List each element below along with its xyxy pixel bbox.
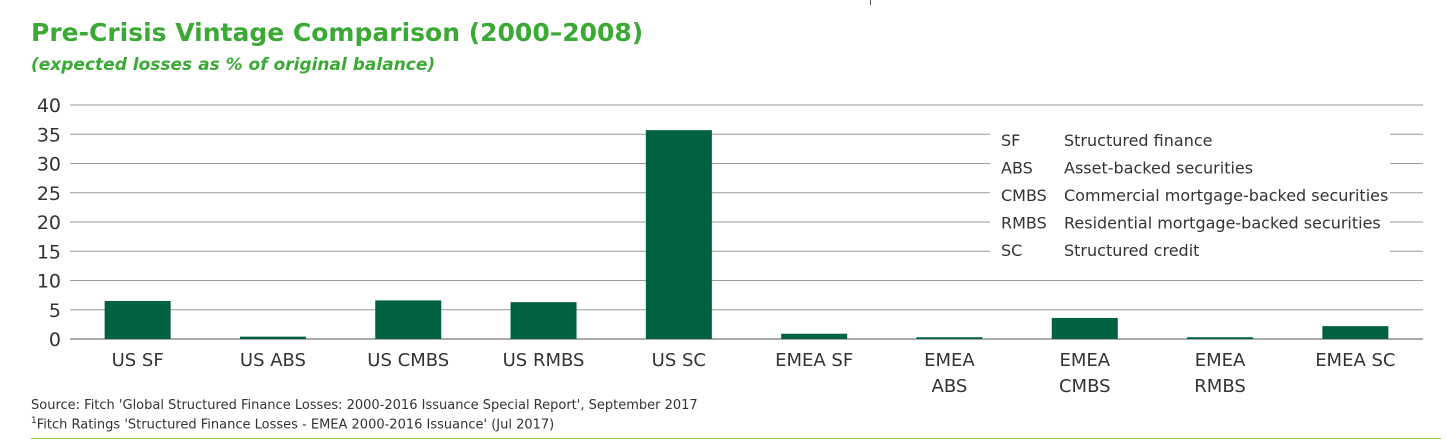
legend-abbreviation: SF [1001,131,1020,150]
bar [1322,326,1389,339]
legend-abbreviation: SC [1001,241,1022,260]
y-tick-label: 35 [37,124,61,146]
bar [781,333,848,339]
legend-description: Structured finance [1064,131,1212,150]
legend-abbreviation: RMBS [1001,214,1047,233]
x-category-label: EMEA [1059,350,1110,371]
x-category-label: CMBS [1059,376,1111,397]
x-category-label: EMEA [1195,350,1246,371]
x-category-label: US RMBS [503,350,585,371]
bar [1051,317,1118,339]
axis-labels: 0 5 10 15 20 25 30 35 40 US SF US ABS US CMBS US RMB… [37,95,1396,397]
legend: SF Structured finance ABS Asset-backed secu… [990,124,1390,266]
bar [104,300,171,339]
legend-background [990,124,1390,266]
bottom-rule [31,438,1441,439]
y-tick-label: 25 [37,183,61,205]
y-tick-label: 30 [37,154,61,176]
bar [645,130,712,339]
x-category-label: EMEA [924,350,975,371]
bars [104,130,1389,339]
x-category-label: US ABS [240,350,306,371]
legend-description: Asset-backed securities [1064,159,1253,178]
x-category-label: US SF [112,350,164,371]
bar [375,300,442,339]
chart-subtitle: (expected losses as % of original balanc… [31,55,436,75]
x-category-label: US SC [652,350,706,371]
x-category-label: US CMBS [367,350,449,371]
y-tick-label: 10 [37,271,61,293]
footnote: 1Fitch Ratings 'Structured Finance Losse… [31,416,554,432]
x-category-label: EMEA SC [1315,350,1395,371]
legend-description: Commercial mortgage-backed securities [1064,186,1388,205]
legend-description: Structured credit [1064,241,1199,260]
footnote-marker: 1 [31,416,37,426]
bar [239,336,306,339]
bar [510,302,577,339]
y-tick-label: 15 [37,241,61,263]
y-tick-label: 20 [37,212,61,234]
bar [916,337,983,339]
y-tick-label: 40 [37,95,61,117]
top-edge-mark [870,0,871,5]
legend-description: Residential mortgage-backed securities [1064,214,1381,233]
legend-abbreviation: CMBS [1001,186,1047,205]
footnote-text: Fitch Ratings 'Structured Finance Losses… [36,417,555,433]
y-tick-label: 0 [49,329,61,351]
legend-abbreviation: ABS [1001,159,1033,178]
x-category-label: ABS [932,376,968,397]
source-note: Source: Fitch 'Global Structured Finance… [31,398,698,413]
x-category-label: RMBS [1194,376,1246,397]
chart-title: Pre-Crisis Vintage Comparison (2000–2008… [31,18,644,47]
y-tick-label: 5 [49,300,61,322]
bar [1187,337,1254,339]
x-category-label: EMEA SF [775,350,853,371]
